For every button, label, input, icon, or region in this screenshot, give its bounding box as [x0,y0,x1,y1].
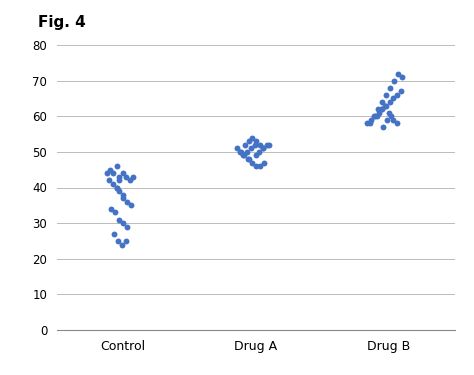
Point [119,192,127,198]
Point [116,188,123,194]
Point [252,152,260,158]
Point [256,142,264,148]
Point [113,184,120,190]
Point [242,142,249,148]
Point [380,124,387,130]
Point [126,177,134,183]
Point [382,92,390,98]
Point [386,99,394,105]
Point [118,242,126,248]
Point [256,163,264,169]
Point [377,106,384,112]
Point [372,113,379,119]
Point [109,181,117,187]
Point [389,96,396,102]
Point [381,102,389,109]
Point [123,199,131,205]
Point [378,106,386,112]
Point [251,142,258,148]
Point [128,202,135,208]
Point [246,138,253,144]
Point [265,142,273,148]
Point [110,231,118,237]
Point [378,99,386,105]
Point [234,146,241,152]
Point [375,110,383,116]
Point [105,177,112,183]
Point [397,88,404,94]
Point [237,149,245,155]
Point [103,170,111,176]
Point [393,120,401,126]
Point [370,113,378,119]
Point [111,209,119,215]
Point [122,238,130,244]
Point [373,113,381,119]
Text: Fig. 4: Fig. 4 [38,15,86,30]
Point [394,70,402,76]
Point [255,149,263,155]
Point [109,170,117,176]
Point [119,195,127,201]
Point [114,238,122,244]
Point [119,170,127,176]
Point [116,177,123,183]
Point [263,142,270,148]
Point [389,117,396,123]
Point [106,166,114,172]
Point [244,156,252,162]
Point [382,102,390,109]
Point [122,174,130,180]
Point [368,117,375,123]
Point [393,92,401,98]
Point [364,120,371,126]
Point [246,156,253,162]
Point [108,206,115,212]
Point [239,152,246,158]
Point [248,135,256,141]
Point [374,106,382,112]
Point [398,74,406,80]
Point [113,184,120,190]
Point [113,163,120,169]
Point [388,113,395,119]
Point [236,149,244,155]
Point [248,160,256,166]
Point [385,110,392,116]
Point [116,174,123,180]
Point [243,149,250,155]
Point [366,120,374,126]
Point [252,163,260,169]
Point [383,117,391,123]
Point [390,78,398,84]
Point [259,146,266,152]
Point [386,85,394,91]
Point [119,220,127,226]
Point [240,152,248,158]
Point [116,217,123,223]
Point [260,160,268,166]
Point [247,146,255,152]
Point [123,224,131,230]
Point [129,174,137,180]
Point [259,146,266,152]
Point [252,138,260,144]
